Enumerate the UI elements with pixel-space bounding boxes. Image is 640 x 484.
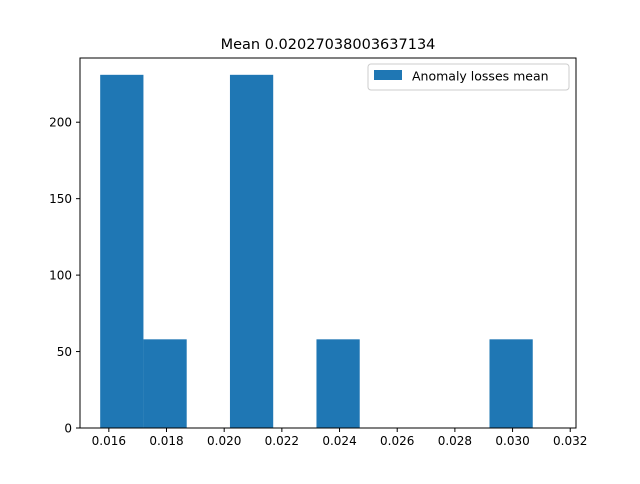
legend-box	[367, 63, 570, 91]
x-tick-label: 0.022	[265, 434, 299, 448]
plot-frame	[79, 57, 577, 429]
x-tick-label: 0.030	[495, 434, 529, 448]
y-tick-label: 0	[64, 422, 72, 436]
histogram-bar	[143, 339, 187, 428]
y-axis-ticks: 0 50 100 150 200	[49, 116, 80, 436]
bars-layer	[100, 74, 533, 429]
chart-title: Mean 0.02027038003637134	[221, 37, 436, 53]
x-tick-label: 0.018	[149, 434, 183, 448]
y-tick-label: 50	[57, 345, 72, 359]
histogram-bar	[316, 339, 360, 428]
x-tick-label: 0.016	[92, 434, 126, 448]
y-tick-label: 150	[49, 192, 72, 206]
legend: Anomaly losses mean	[367, 63, 570, 91]
x-axis-ticks: 0.016 0.018 0.020 0.022 0.024 0.026 0.028 0.030…	[92, 428, 587, 448]
legend-swatch	[374, 70, 402, 80]
histogram-bar	[100, 74, 144, 429]
x-tick-label: 0.020	[207, 434, 241, 448]
y-tick-label: 100	[49, 269, 72, 283]
histogram-bar	[489, 339, 533, 428]
x-tick-label: 0.024	[322, 434, 356, 448]
legend-label: Anomaly losses mean	[412, 69, 549, 84]
x-tick-label: 0.032	[553, 434, 587, 448]
x-tick-label: 0.026	[380, 434, 414, 448]
y-tick-label: 200	[49, 116, 72, 130]
histogram-bar	[229, 74, 274, 429]
x-tick-label: 0.028	[438, 434, 472, 448]
